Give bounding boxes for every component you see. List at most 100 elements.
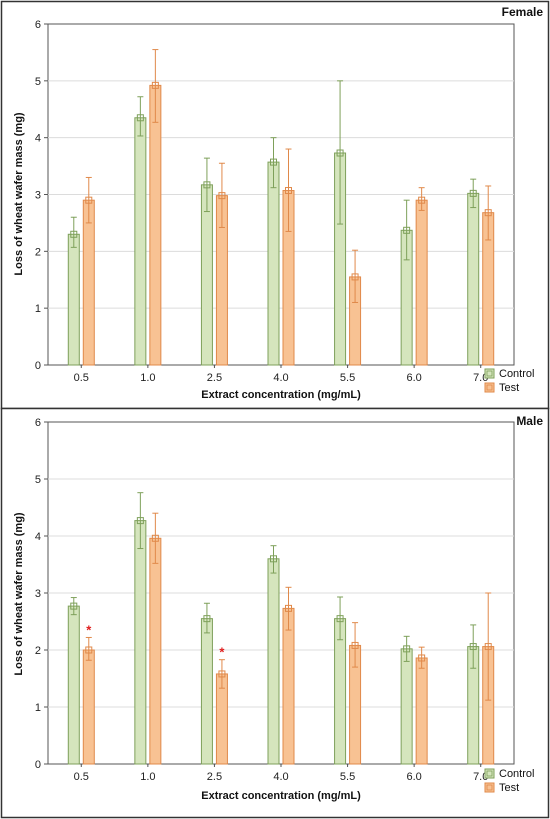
x-tick-label: 6.0 [406,372,421,384]
x-tick-label: 0.5 [74,771,89,783]
bar-control-0.5 [67,605,80,765]
x-tick-label: 4.0 [273,372,288,384]
bar-control-7.0 [467,192,480,366]
bar-control-1.0 [134,520,147,765]
bar-control-5.5 [334,618,347,765]
y-tick-label: 5 [35,76,41,88]
x-tick-label: 1.0 [140,771,155,783]
bar-test-1.0 [149,537,162,765]
bar-control-6.0 [400,648,413,765]
bar-control-4.0 [267,558,280,765]
bar-test-1.0 [149,84,162,366]
y-tick-label: 0 [35,759,41,771]
bars [67,49,495,366]
mean-marker [203,615,211,623]
mean-marker [85,196,93,204]
x-tick-label: 1.0 [140,372,155,384]
y-tick-label: 3 [35,588,41,600]
mean-marker [136,517,144,525]
bar-test-0.5 [82,649,95,765]
legend-swatch-control [484,368,495,379]
bar-control-4.0 [267,161,280,366]
mean-marker [136,114,144,122]
y-tick-labels: 0 1 2 3 4 5 6 [35,417,48,771]
mean-marker [484,209,492,217]
bar-control-1.0 [134,117,147,366]
significance-marker: * [86,622,92,637]
mean-marker [336,149,344,157]
bar-test-0.5 [82,199,95,366]
y-tick-label: 4 [35,531,41,543]
mean-marker [218,192,226,200]
x-tick-label: 2.5 [207,372,222,384]
mean-marker [70,230,78,238]
x-axis-label: Extract concentration (mg/mL) [201,790,361,802]
x-tick-label: 5.5 [340,771,355,783]
y-tick-label: 6 [35,19,41,31]
y-tick-label: 6 [35,417,41,429]
x-tick-label: 2.5 [207,771,222,783]
legend: Control Test [484,768,534,794]
mean-marker [151,534,159,542]
bar-test-4.0 [282,607,295,765]
mean-marker [285,604,292,612]
mean-marker [151,81,159,89]
mean-marker [85,646,93,654]
bars: ** [67,492,495,765]
mean-marker [469,643,477,651]
x-tick-labels: 0.5 1.0 2.5 4.0 5.5 6.0 7.0 [74,764,488,783]
mean-marker [218,670,226,678]
mean-marker [336,615,344,623]
panel-title: Female [502,5,544,19]
significance-marker: * [219,645,225,660]
x-tick-label: 6.0 [406,771,421,783]
y-tick-label: 1 [35,303,41,315]
x-tick-label: 0.5 [74,372,89,384]
legend: Control Test [484,368,534,394]
bar-control-2.5 [200,618,213,765]
mean-marker [403,645,411,653]
x-tick-label: 4.0 [273,771,288,783]
y-tick-label: 0 [35,360,41,372]
legend-label-control: Control [499,368,534,380]
mean-marker [270,555,277,563]
y-axis-label: Loss of wheat wafer mass (mg) [13,112,25,276]
mean-marker [469,189,477,197]
legend-marker-control [486,770,493,777]
legend-marker-control [486,370,493,377]
mean-marker [418,196,426,204]
legend-swatch-test [484,382,495,393]
x-tick-label: 5.5 [340,372,355,384]
bar-control-0.5 [67,233,80,366]
mean-marker [203,181,211,189]
bar-test-6.0 [415,657,428,765]
mean-marker [484,643,492,651]
mean-marker [70,602,78,610]
y-tick-label: 4 [35,133,41,145]
legend-marker-test [486,784,493,791]
mean-marker [285,187,292,195]
legend-label-test: Test [499,782,519,794]
y-tick-label: 5 [35,474,41,486]
mean-marker [270,158,277,166]
bar-test-6.0 [415,199,428,366]
x-tick-labels: 0.5 1.0 2.5 4.0 5.5 6.0 7.0 [74,365,488,384]
gridlines [48,80,514,309]
mean-marker [351,273,359,281]
y-tick-label: 3 [35,190,41,202]
y-tick-label: 2 [35,246,41,258]
gridlines [48,478,514,708]
legend-label-test: Test [499,382,519,394]
legend-swatch-test [484,782,495,793]
y-tick-label: 2 [35,645,41,657]
mean-marker [403,226,411,234]
mean-marker [351,641,359,649]
y-tick-label: 1 [35,702,41,714]
x-axis-label: Extract concentration (mg/mL) [201,389,361,401]
mean-marker [418,654,426,662]
legend-marker-test [486,384,493,391]
y-tick-labels: 0 1 2 3 4 5 6 [35,19,48,372]
